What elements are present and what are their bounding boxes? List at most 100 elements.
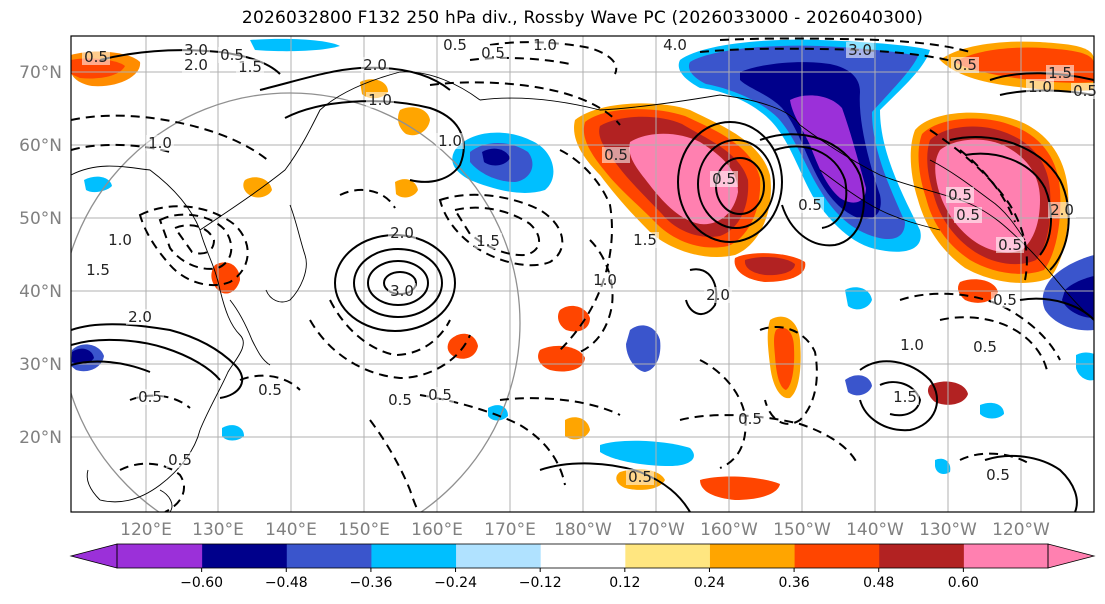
contour-label-background: [1048, 202, 1076, 218]
coastlines: [71, 71, 1094, 512]
contour-label-background: [1026, 79, 1054, 95]
contour-label: 2.0: [184, 56, 208, 74]
contour-label-background: [146, 135, 174, 151]
contour-label-background: [1071, 83, 1099, 99]
contour-label: 2.0: [128, 308, 152, 326]
colorbar-swatch: [624, 544, 710, 568]
contour-label-background: [704, 287, 732, 303]
contour-label: 2.0: [706, 286, 730, 304]
contour-label-background: [946, 187, 974, 203]
reference-circle: [71, 92, 521, 512]
colorbar-tick-label: −0.60: [180, 575, 223, 591]
contour-label-background: [256, 382, 284, 398]
lat-label: 60°N: [19, 136, 62, 156]
contour-label-background: [951, 57, 979, 73]
contour-label: 2.0: [390, 224, 414, 242]
contour-label: 1.0: [900, 336, 924, 354]
negative-div-area: [482, 148, 510, 166]
contour-label: 0.5: [998, 236, 1022, 254]
lon-label: 130°W: [919, 520, 977, 540]
contour-label: 0.5: [220, 46, 244, 64]
contour-label-background: [661, 37, 689, 53]
colorbar-swatch: [201, 544, 287, 568]
contour-label-background: [474, 233, 502, 249]
contour-label: 1.0: [108, 231, 132, 249]
contour-label: 0.5: [481, 44, 505, 62]
contour-label-background: [531, 37, 559, 53]
lon-label: 160°E: [411, 520, 463, 540]
contour-label-background: [218, 47, 246, 63]
contour-label-background: [846, 42, 874, 58]
contour-label-background: [631, 232, 659, 248]
shading-layer: [71, 38, 1094, 500]
colorbar-tick-label: −0.12: [519, 575, 562, 591]
contour-label: 0.5: [138, 388, 162, 406]
contour-label: 1.0: [438, 132, 462, 150]
negative-div-area: [72, 348, 94, 365]
contour-label-background: [891, 389, 919, 405]
colorbar-tick-label: 0.12: [609, 575, 640, 591]
contour-label: 1.0: [368, 91, 392, 109]
contour-label: 2.0: [1050, 201, 1074, 219]
negative-div-area: [1062, 276, 1094, 318]
contour-label-background: [182, 57, 210, 73]
contour-label: 1.0: [1028, 78, 1052, 96]
lon-label: 150°W: [773, 520, 831, 540]
contour-label-background: [441, 37, 469, 53]
contour-label: 0.5: [973, 338, 997, 356]
contour-label: 1.0: [148, 134, 172, 152]
latitude-labels: 70°N 60°N 50°N 40°N 30°N 20°N: [19, 63, 62, 448]
contour-label: 0.5: [628, 468, 652, 486]
lat-label: 40°N: [19, 282, 62, 302]
contour-label-background: [971, 339, 999, 355]
colorbar: −0.60 −0.48 −0.36 −0.24 −0.12 0.12 0.24 0.36 0.4…: [69, 543, 1096, 591]
positive-div-area: [395, 179, 418, 198]
contour-label: 1.0: [533, 36, 557, 54]
lon-label: 150°E: [338, 520, 390, 540]
lat-label: 50°N: [19, 209, 62, 229]
contour-label: 4.0: [663, 36, 687, 54]
contour-label-background: [626, 469, 654, 485]
colorbar-swatch: [286, 544, 372, 568]
positive-div-area: [565, 417, 590, 440]
negative-div-area: [980, 402, 1004, 419]
contour-label-background: [386, 392, 414, 408]
negative-div-area: [84, 176, 112, 193]
contour-label-background: [991, 292, 1019, 308]
contour-label: 0.5: [1073, 82, 1097, 100]
contour-label: 0.5: [258, 381, 282, 399]
contour-label-background: [426, 387, 454, 403]
contour-label: 0.5: [84, 48, 108, 66]
contour-label-background: [996, 237, 1024, 253]
colorbar-tick-label: 0.24: [694, 575, 725, 591]
contour-label-background: [388, 225, 416, 241]
negative-div-area: [626, 325, 661, 372]
contour-label-background: [436, 133, 464, 149]
colorbar-high-extension: [1047, 543, 1096, 569]
contour-label-background: [898, 337, 926, 353]
lat-label: 20°N: [19, 428, 62, 448]
positive-div-area: [538, 345, 585, 372]
lon-label: 170°E: [484, 520, 536, 540]
contour-label-background: [710, 171, 738, 187]
negative-div-area: [1076, 352, 1094, 381]
contour-label-background: [1046, 65, 1074, 81]
contour-label: 0.5: [388, 391, 412, 409]
negative-div-area: [845, 287, 872, 310]
positive-div-area: [700, 476, 780, 500]
colorbar-outline: [116, 543, 1049, 569]
negative-div-area: [845, 375, 872, 396]
contour-label: 0.5: [168, 451, 192, 469]
contour-label-background: [182, 42, 210, 58]
contour-label-background: [126, 309, 154, 325]
contour-label-background: [361, 57, 389, 73]
contour-label: 0.5: [993, 291, 1017, 309]
negative-div-area: [600, 440, 694, 466]
colorbar-tick-label: 0.60: [948, 575, 979, 591]
contour-label: 1.5: [476, 232, 500, 250]
graticule: [71, 36, 1094, 512]
contour-label-background: [591, 272, 619, 288]
contour-label: 2.0: [363, 56, 387, 74]
contour-label: 0.5: [604, 146, 628, 164]
